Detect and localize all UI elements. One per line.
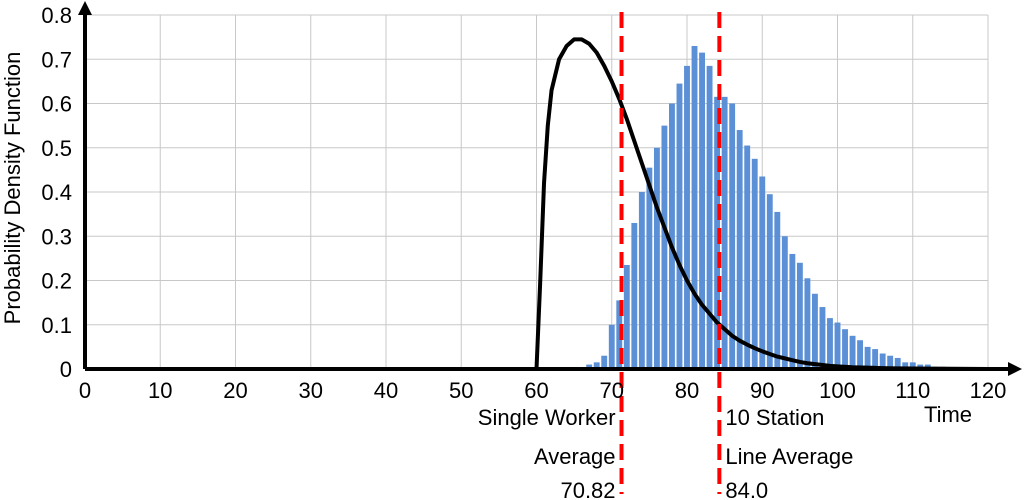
histogram-bar [586, 364, 593, 369]
reference-label-2-line-1: 10 Station [725, 405, 824, 430]
histogram-bar [751, 158, 758, 369]
histogram-bar [857, 340, 864, 369]
density-curve [85, 37, 989, 371]
histogram-bar [842, 329, 848, 369]
histogram-bar [653, 147, 660, 369]
histogram-bar [676, 83, 683, 369]
reference-label-2-line-3: 84.0 [725, 478, 768, 500]
histogram-bar [669, 103, 675, 369]
histogram-bar [631, 222, 638, 369]
histogram-bar [593, 362, 600, 369]
reference-label-1-line-2: Average [534, 444, 616, 469]
y-tick-label: 0.2 [41, 269, 72, 294]
x-tick-label: 40 [374, 378, 398, 403]
histogram-bar [819, 307, 826, 369]
histogram-bar [774, 211, 781, 369]
histogram-bar [661, 125, 668, 370]
histogram-bar [601, 355, 608, 369]
y-tick-label: 0.5 [41, 136, 72, 161]
histogram-bar [623, 265, 630, 369]
histogram-bar [879, 353, 886, 369]
histogram-bar [804, 278, 811, 369]
reference-label-1-line-1: Single Worker [478, 405, 616, 430]
histogram-bar [684, 65, 690, 369]
histogram-bar [744, 145, 751, 369]
histogram-bar [894, 357, 901, 369]
y-tick-label: 0.7 [41, 47, 72, 72]
x-axis-title: Time [924, 402, 972, 427]
y-tick-label: 0 [60, 357, 72, 382]
x-tick-label: 30 [299, 378, 323, 403]
histogram-bar [872, 349, 879, 369]
y-tick-label: 0.4 [41, 180, 72, 205]
x-tick-label: 50 [449, 378, 473, 403]
x-axis-arrowhead [1008, 362, 1022, 376]
histogram-bar [638, 192, 645, 369]
x-tick-label: 90 [750, 378, 774, 403]
x-tick-label: 0 [79, 378, 91, 403]
grid [85, 14, 989, 369]
histogram-bar [789, 253, 796, 369]
reference-label-2-line-2: Line Average [725, 444, 853, 469]
histogram-bar [909, 362, 916, 369]
histogram-bar [766, 194, 773, 369]
x-tick-label: 120 [970, 378, 1007, 403]
histogram-bar [729, 103, 736, 369]
tick-labels: 0 10 20 30 40 50 60 70 80 90 100 110 120 0 0.1 0.2 0.3 0.… [41, 3, 1006, 403]
x-tick-label: 60 [524, 378, 548, 403]
histogram-bar [796, 262, 803, 369]
y-axis-arrowhead [78, 1, 92, 15]
x-tick-label: 100 [819, 378, 856, 403]
histogram-bar [736, 130, 743, 369]
histogram-bar [902, 362, 909, 369]
histogram-bar [781, 236, 788, 369]
y-tick-label: 0.1 [41, 313, 72, 338]
histogram-bar [827, 318, 833, 369]
x-tick-label: 70 [600, 378, 624, 403]
x-tick-label: 10 [148, 378, 172, 403]
histogram-bar [759, 176, 766, 369]
y-axis-title: Probability Density Function [0, 52, 25, 325]
y-tick-label: 0.6 [41, 92, 72, 117]
histogram-bars [586, 45, 969, 370]
histogram-bar [608, 324, 615, 369]
histogram-bar [646, 167, 653, 369]
x-tick-label: 20 [223, 378, 247, 403]
density-curve-line [85, 37, 989, 371]
histogram-bar [811, 293, 818, 369]
histogram-bar [849, 335, 856, 369]
y-tick-label: 0.3 [41, 224, 72, 249]
reference-lines: Single Worker Average 70.82 10 Station Line … [478, 12, 853, 500]
histogram-bar [887, 355, 894, 369]
histogram-bar [834, 322, 841, 369]
histogram-bar [864, 346, 871, 370]
x-tick-label: 80 [675, 378, 699, 403]
reference-label-1-line-3: 70.82 [560, 478, 615, 500]
histogram-bar [691, 45, 698, 369]
y-tick-label: 0.8 [41, 3, 72, 28]
histogram-bar [699, 52, 705, 370]
axes [78, 1, 1022, 376]
histogram-bar [721, 96, 728, 370]
x-tick-label: 110 [895, 378, 930, 403]
histogram-bar [616, 300, 623, 369]
histogram-bar [706, 65, 713, 369]
histogram-bar [714, 96, 721, 370]
